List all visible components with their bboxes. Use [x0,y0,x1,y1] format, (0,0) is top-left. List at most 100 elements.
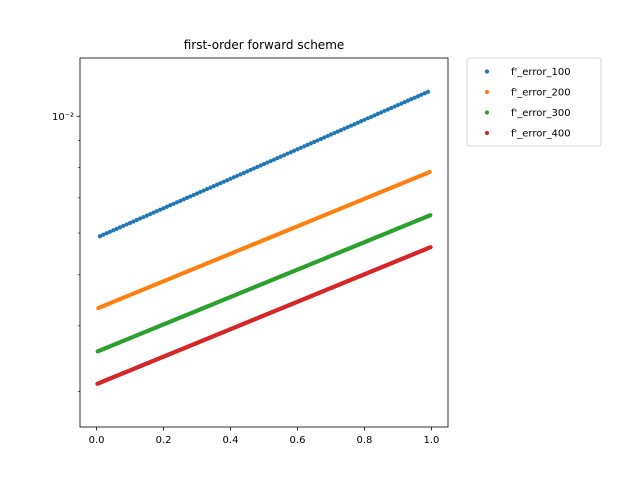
data-point [161,206,166,211]
data-point [148,212,153,217]
data-point [124,222,129,227]
data-point [131,219,136,224]
data-point [194,191,200,196]
data-point [355,120,360,125]
data-point [295,147,300,152]
data-point [268,158,273,164]
x-tick-label: 1.0 [423,435,439,446]
data-point [409,97,414,102]
data-point [275,156,280,161]
data-point [288,150,293,155]
data-point [395,102,401,108]
legend-marker [484,69,490,74]
data-point [121,223,126,229]
legend-marker [484,89,490,95]
data-point [248,167,253,173]
x-tick-label: 0.4 [223,435,239,446]
data-point [392,104,397,109]
data-point [117,225,123,230]
data-point [322,135,327,140]
data-point [178,198,183,203]
data-point [365,116,370,121]
data-point [285,151,290,156]
data-point [104,231,109,236]
data-point [415,94,421,99]
data-point [261,161,267,167]
data-point [332,130,337,136]
data-point [215,182,220,187]
data-point [158,207,163,212]
legend-label: f'_error_100 [511,67,571,78]
x-tick-label: 0.2 [156,435,172,446]
data-point [134,217,139,223]
axes: 0.0 0.2 0.4 0.6 0.8 1.0 10⁻² [52,57,449,446]
data-point [278,154,283,159]
data-point [144,213,149,218]
data-point [151,210,156,215]
axes-frame [79,57,449,428]
data-point [302,144,307,149]
plot-area [95,89,433,386]
data-point [251,166,257,171]
data-point [188,194,193,199]
data-point [101,232,106,237]
data-point [111,228,116,233]
x-tick-label: 0.8 [357,435,373,446]
data-point [379,110,384,115]
data-point [164,204,169,209]
data-point [318,136,324,142]
legend-marker [484,130,490,136]
data-point [168,203,173,208]
data-point [428,213,433,218]
data-point [171,201,176,206]
data-point [425,89,431,94]
data-point [375,111,380,116]
data-point [428,245,433,250]
data-point [97,234,103,239]
data-point [127,220,133,226]
data-point [235,173,240,178]
data-point [399,101,404,106]
data-point [231,175,236,180]
data-point [427,169,432,175]
chart-title: first-order forward scheme [184,38,345,52]
data-point [389,105,394,111]
legend-label: f'_error_300 [511,108,571,119]
data-point [204,186,210,192]
data-point [281,153,287,158]
data-point [308,141,313,146]
data-point [271,157,277,162]
data-point [352,122,357,127]
series-1 [97,89,431,239]
data-point [348,123,354,128]
series-4 [95,245,433,386]
data-point [241,170,247,175]
data-point [412,95,417,100]
data-point [419,92,424,97]
data-point [342,126,347,131]
data-point [372,113,377,118]
data-point [422,91,427,96]
data-point [258,163,263,168]
data-point [305,142,310,147]
data-point [382,108,387,114]
data-point [359,119,364,124]
legend-label: f'_error_200 [511,88,571,99]
data-point [402,100,407,105]
data-point [338,128,344,133]
legend-label: f'_error_400 [511,129,571,140]
data-point [245,169,250,174]
x-tick-label: 0.6 [290,435,306,446]
data-point [141,214,146,220]
data-point [312,139,317,144]
data-point [191,192,196,198]
data-point [225,178,230,183]
data-point [328,132,334,137]
data-point [298,145,303,150]
data-point [201,188,206,193]
data-point [184,195,190,201]
data-point [138,216,143,221]
series-2 [96,169,432,311]
y-tick-label: 10⁻² [52,112,74,123]
